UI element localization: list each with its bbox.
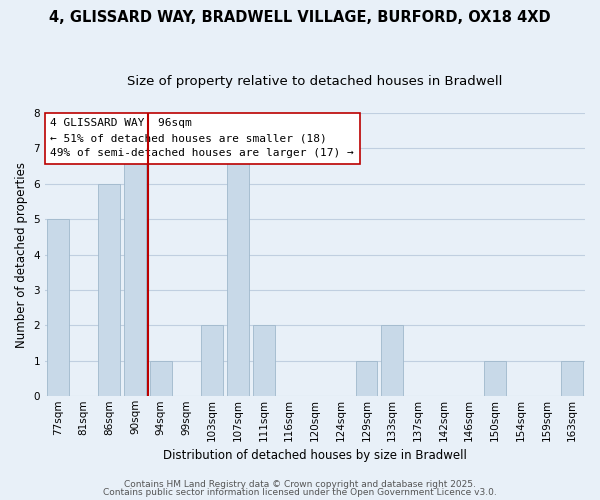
- Text: 4 GLISSARD WAY: 96sqm
← 51% of detached houses are smaller (18)
49% of semi-deta: 4 GLISSARD WAY: 96sqm ← 51% of detached …: [50, 118, 354, 158]
- Bar: [124, 148, 146, 396]
- Bar: [150, 361, 172, 396]
- Y-axis label: Number of detached properties: Number of detached properties: [15, 162, 28, 348]
- Bar: [484, 361, 506, 396]
- Bar: [381, 326, 403, 396]
- Title: Size of property relative to detached houses in Bradwell: Size of property relative to detached ho…: [127, 75, 503, 88]
- Text: Contains HM Land Registry data © Crown copyright and database right 2025.: Contains HM Land Registry data © Crown c…: [124, 480, 476, 489]
- Text: Contains public sector information licensed under the Open Government Licence v3: Contains public sector information licen…: [103, 488, 497, 497]
- Bar: [253, 326, 275, 396]
- Bar: [356, 361, 377, 396]
- Bar: [201, 326, 223, 396]
- X-axis label: Distribution of detached houses by size in Bradwell: Distribution of detached houses by size …: [163, 450, 467, 462]
- Bar: [98, 184, 120, 396]
- Text: 4, GLISSARD WAY, BRADWELL VILLAGE, BURFORD, OX18 4XD: 4, GLISSARD WAY, BRADWELL VILLAGE, BURFO…: [49, 10, 551, 25]
- Bar: [47, 219, 69, 396]
- Bar: [561, 361, 583, 396]
- Bar: [227, 148, 249, 396]
